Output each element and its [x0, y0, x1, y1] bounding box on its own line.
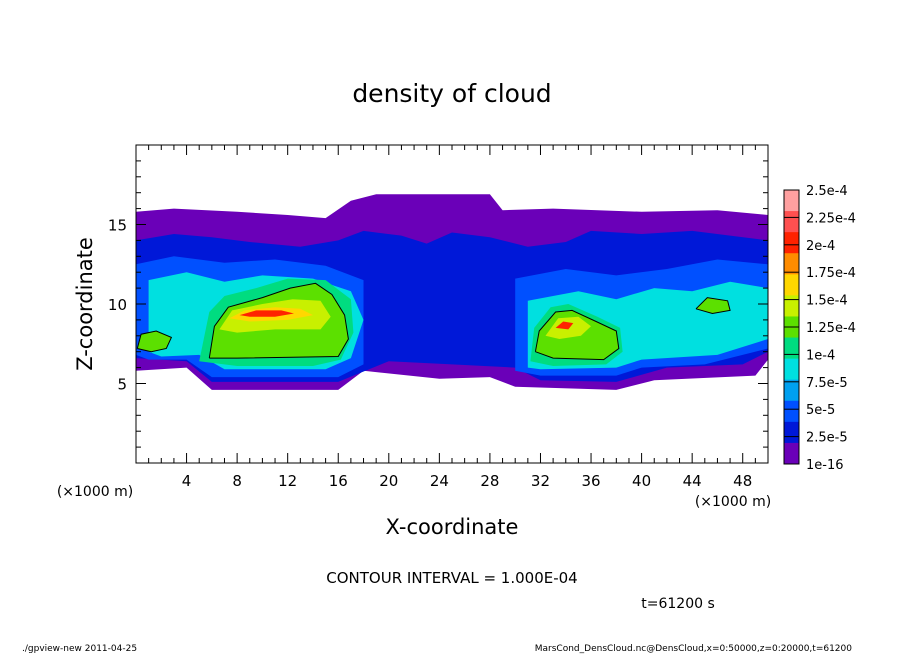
contour-line-0 [208, 282, 349, 359]
x-tick-label: 32 [531, 472, 550, 490]
x-unit-label: (×1000 m) [695, 494, 771, 510]
colorbar-swatch [784, 358, 799, 381]
colorbar: 2.5e-4 2.25e-4 2e-4 1.75e-4 1.5e-4 1.25e-4 1e-… [783, 184, 856, 473]
region-green-spot-right [696, 297, 731, 314]
x-tick-label: 36 [581, 472, 600, 490]
x-tick-label: 4 [182, 472, 192, 490]
y-axis-label: Z-coordinate [73, 237, 97, 371]
x-tick-label: 44 [683, 472, 702, 490]
region-orange-left [239, 310, 294, 317]
region-green-spot-left [137, 331, 172, 352]
contour-line-3 [695, 297, 731, 315]
colorbar-swatch [784, 421, 799, 444]
colorbar-label: 1.75e-4 [806, 266, 856, 281]
colorbar-swatch [784, 274, 799, 296]
x-axis-label: X-coordinate [386, 515, 519, 539]
y-unit-label: (×1000 m) [57, 484, 133, 500]
y-tick-label: 10 [108, 296, 127, 314]
contour-line-2 [136, 330, 173, 353]
contour-line-1 [534, 309, 620, 361]
colorbar-label: 1.5e-4 [806, 294, 848, 309]
x-tick-label: 20 [379, 472, 398, 490]
colorbar-swatch [784, 442, 799, 465]
footer-right: MarsCond_DensCloud.nc@DensCloud,x=0:5000… [535, 644, 852, 654]
contour-interval-label: CONTOUR INTERVAL = 1.000E-04 [326, 569, 577, 587]
x-tick-label: 24 [430, 472, 449, 490]
x-tick-label: 12 [278, 472, 297, 490]
colorbar-label: 1e-4 [806, 348, 835, 363]
plot-area [136, 194, 768, 390]
y-tick-label: 5 [117, 376, 127, 394]
colorbar-swatch [784, 295, 799, 317]
contour-lines [136, 282, 731, 361]
colorbar-label: 2e-4 [806, 239, 835, 254]
colorbar-swatch [784, 190, 799, 212]
x-tick-label: 28 [480, 472, 499, 490]
colorbar-label: 1e-16 [806, 458, 844, 473]
colorbar-label: 7.5e-5 [806, 376, 848, 391]
x-tick-label: 8 [232, 472, 242, 490]
colorbar-swatch [784, 253, 799, 275]
colorbar-label: 2.5e-5 [806, 431, 848, 446]
time-label: t=61200 s [641, 596, 715, 612]
colorbar-swatch [784, 400, 799, 423]
colorbar-label: 2.25e-4 [806, 211, 856, 226]
colorbar-swatch [784, 211, 799, 233]
colorbar-label: 2.5e-4 [806, 184, 848, 199]
colorbar-swatch [784, 232, 799, 254]
region-orange-right [555, 321, 574, 330]
y-tick-label: 15 [108, 217, 127, 235]
x-tick-label: 48 [733, 472, 752, 490]
chart-title: density of cloud [352, 79, 551, 108]
colorbar-label: 1.25e-4 [806, 321, 856, 336]
colorbar-swatch [784, 337, 799, 360]
x-tick-label: 16 [329, 472, 348, 490]
colorbar-swatch [784, 379, 799, 402]
colorbar-label: 5e-5 [806, 403, 835, 418]
footer-left: ./gpview-new 2011-04-25 [22, 644, 137, 654]
x-tick-label: 40 [632, 472, 651, 490]
